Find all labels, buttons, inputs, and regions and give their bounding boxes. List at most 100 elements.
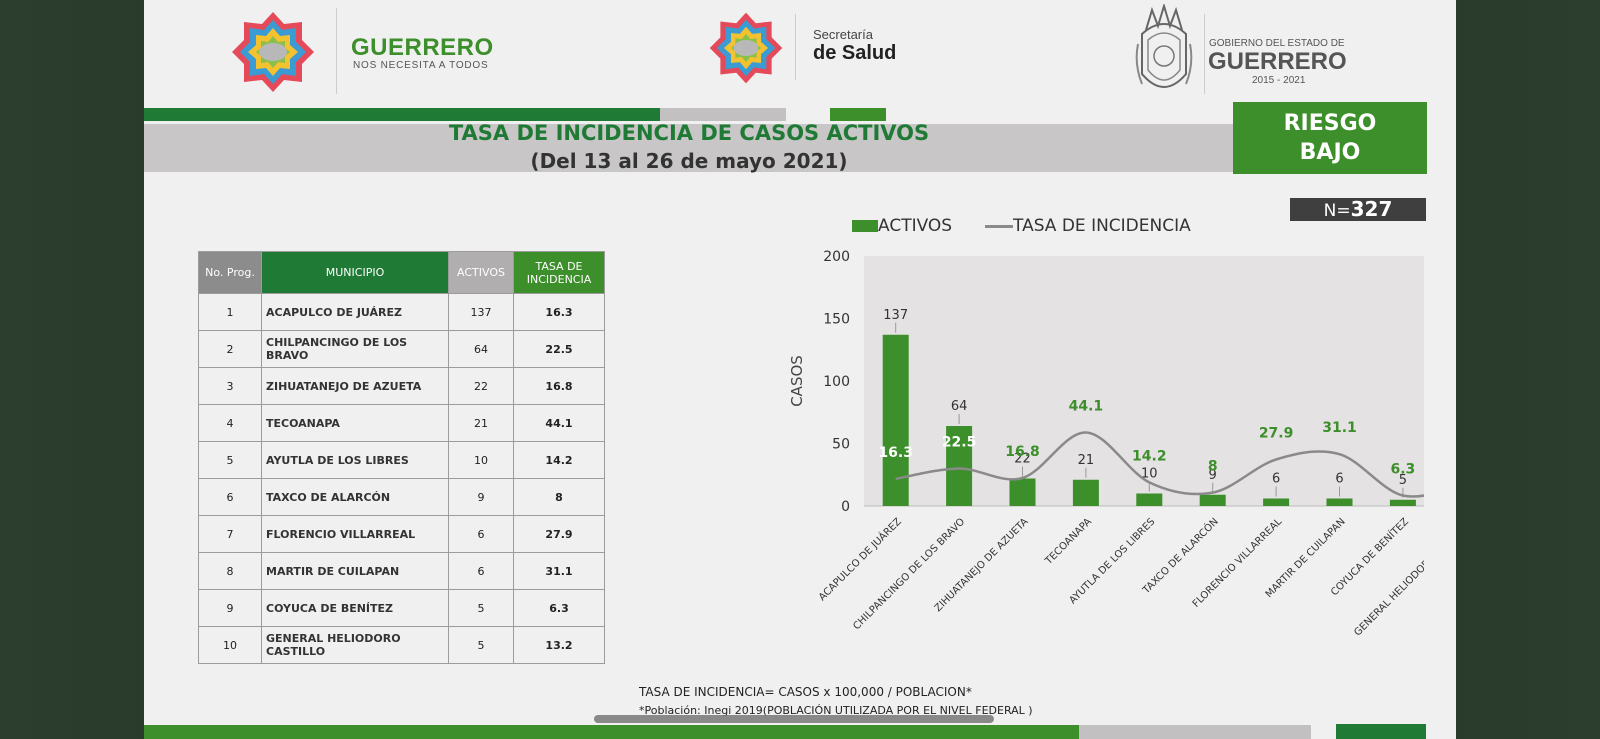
bar-activos <box>1326 498 1353 506</box>
row-municipio: COYUCA DE BENÍTEZ <box>261 589 449 627</box>
bar-activos <box>1263 498 1290 506</box>
table-row: 3 ZIHUATANEJO DE AZUETA 22 16.8 <box>198 367 605 405</box>
guerrero-star-logo <box>232 12 314 92</box>
bottom-bar-gray <box>1079 725 1311 739</box>
legend-tasa-label: TASA DE INCIDENCIA <box>1013 216 1191 236</box>
row-no: 1 <box>198 293 262 331</box>
row-activos: 21 <box>448 404 514 442</box>
logo2-line2: de Salud <box>813 42 897 64</box>
row-no: 4 <box>198 404 262 442</box>
header-tasa: TASA DE INCIDENCIA <box>513 251 605 294</box>
row-municipio: AYUTLA DE LOS LIBRES <box>261 441 449 479</box>
footer-note: *Población: Inegi 2019(POBLACIÓN UTILIZA… <box>639 704 1033 717</box>
row-no: 6 <box>198 478 262 516</box>
row-activos: 137 <box>448 293 514 331</box>
bar-activos <box>1199 494 1226 506</box>
row-activos: 5 <box>448 626 514 664</box>
logo3-line1: GOBIERNO DEL ESTADO DE <box>1209 38 1345 49</box>
row-activos: 5 <box>448 589 514 627</box>
bar-activos <box>946 426 973 506</box>
table-row: 5 AYUTLA DE LOS LIBRES 10 14.2 <box>198 441 605 479</box>
bar-activos <box>1072 479 1099 506</box>
table-row: 1 ACAPULCO DE JUÁREZ 137 16.3 <box>198 293 605 331</box>
table-row: 4 TECOANAPA 21 44.1 <box>198 404 605 442</box>
y-tick-label: 150 <box>823 312 850 328</box>
logo-divider-2 <box>795 14 796 80</box>
table-header-row: No. Prog. MUNICIPIO ACTIVOS TASA DE INCI… <box>198 251 605 294</box>
legend-tasa: TASA DE INCIDENCIA <box>985 216 1191 236</box>
risk-badge: RIESGO BAJO <box>1233 102 1427 174</box>
line-data-label: 8 <box>1208 459 1218 475</box>
total-badge: N=327 <box>1290 198 1426 221</box>
line-data-label: 14.2 <box>1132 448 1167 464</box>
header-activos: ACTIVOS <box>448 251 514 294</box>
line-data-label: 31.1 <box>1322 420 1357 436</box>
row-no: 9 <box>198 589 262 627</box>
incidence-table: No. Prog. MUNICIPIO ACTIVOS TASA DE INCI… <box>198 251 605 664</box>
row-activos: 6 <box>448 515 514 553</box>
row-tasa: 27.9 <box>513 515 605 553</box>
row-municipio: ACAPULCO DE JUÁREZ <box>261 293 449 331</box>
total-prefix: N= <box>1323 201 1351 221</box>
x-tick-label: CHILPANCINGO DE LOS BRAVO <box>851 516 967 632</box>
bar-data-label: 21 <box>1078 453 1095 468</box>
row-municipio: MARTIR DE CUILAPAN <box>261 552 449 590</box>
bar-data-label: 9 <box>1209 468 1217 483</box>
row-no: 3 <box>198 367 262 405</box>
line-data-label: 16.3 <box>878 445 913 461</box>
y-tick-label: 200 <box>823 249 850 265</box>
table-row: 7 FLORENCIO VILLARREAL 6 27.9 <box>198 515 605 553</box>
footer-formula: TASA DE INCIDENCIA= CASOS x 100,000 / PO… <box>639 685 972 699</box>
combo-chart: 050100150200050100150CASOSTASA1376422211… <box>788 249 1424 638</box>
title-bar-green-small <box>830 108 886 121</box>
logo1-name: GUERRERO <box>351 34 494 61</box>
row-tasa: 8 <box>513 478 605 516</box>
row-activos: 6 <box>448 552 514 590</box>
line-data-label: 6.3 <box>1390 462 1415 478</box>
bar-activos <box>882 334 909 506</box>
line-data-label: 16.8 <box>1005 444 1040 460</box>
row-no: 8 <box>198 552 262 590</box>
bar-data-label: 6 <box>1335 472 1343 487</box>
row-activos: 9 <box>448 478 514 516</box>
title-bar-green <box>144 108 660 121</box>
header-no: No. Prog. <box>198 251 262 294</box>
title-line2: (Del 13 al 26 de mayo 2021) <box>530 149 848 173</box>
row-tasa: 13.2 <box>513 626 605 664</box>
bar-data-label: 6 <box>1272 472 1280 487</box>
row-municipio: TAXCO DE ALARCÓN <box>261 478 449 516</box>
row-municipio: FLORENCIO VILLARREAL <box>261 515 449 553</box>
row-no: 2 <box>198 330 262 368</box>
table-row: 10 GENERAL HELIODORO CASTILLO 5 13.2 <box>198 626 605 664</box>
row-municipio: ZIHUATANEJO DE AZUETA <box>261 367 449 405</box>
horizontal-scrollbar[interactable] <box>594 715 994 723</box>
logo3-line2: GUERRERO <box>1208 48 1347 75</box>
bottom-bar-darkgreen <box>1336 724 1426 739</box>
legend-activos-label: ACTIVOS <box>878 216 953 236</box>
y-tick-label: 50 <box>832 437 850 453</box>
logo-divider <box>336 8 337 94</box>
table-row: 9 COYUCA DE BENÍTEZ 5 6.3 <box>198 589 605 627</box>
bar-data-label: 137 <box>883 308 908 323</box>
row-tasa: 6.3 <box>513 589 605 627</box>
bar-data-label: 10 <box>1141 467 1158 482</box>
state-seal-logo <box>1135 4 1193 88</box>
logo2-line1: Secretaría <box>813 27 873 42</box>
row-no: 5 <box>198 441 262 479</box>
line-data-label: 44.1 <box>1069 399 1104 415</box>
row-activos: 10 <box>448 441 514 479</box>
y-tick-label: 100 <box>823 374 850 390</box>
bar-activos <box>1009 478 1036 506</box>
row-municipio: TECOANAPA <box>261 404 449 442</box>
bar-data-label: 22 <box>1014 452 1031 467</box>
legend-tasa-swatch <box>985 224 1013 228</box>
row-activos: 64 <box>448 330 514 368</box>
line-data-label: 22.5 <box>942 435 977 451</box>
row-activos: 22 <box>448 367 514 405</box>
logo3-line3: 2015 - 2021 <box>1252 75 1306 86</box>
line-tasa <box>895 431 1424 498</box>
header-municipio: MUNICIPIO <box>261 251 449 294</box>
total-value: 327 <box>1350 197 1393 221</box>
table-row: 8 MARTIR DE CUILAPAN 6 31.1 <box>198 552 605 590</box>
row-tasa: 44.1 <box>513 404 605 442</box>
